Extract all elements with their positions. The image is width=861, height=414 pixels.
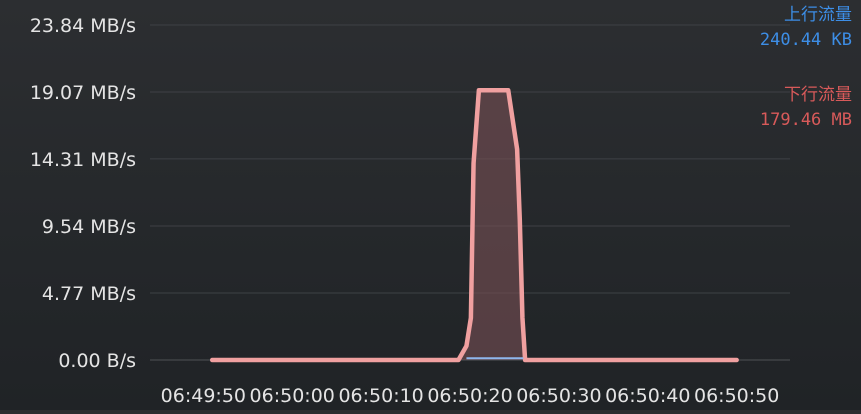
x-tick-label: 06:50:30 bbox=[516, 385, 601, 407]
legend-upload-total: 240.44 KB bbox=[759, 30, 852, 50]
y-tick-label: 4.77 MB/s bbox=[42, 283, 136, 305]
x-tick-label: 06:49:50 bbox=[161, 385, 246, 407]
legend-upload-label: 上行流量 bbox=[784, 5, 852, 25]
legend-download-label: 下行流量 bbox=[784, 85, 852, 105]
x-tick-label: 06:50:20 bbox=[427, 385, 512, 407]
legend-download-total: 179.46 MB bbox=[759, 110, 852, 130]
y-tick-label: 14.31 MB/s bbox=[30, 149, 136, 171]
x-tick-label: 06:50:40 bbox=[605, 385, 690, 407]
x-tick-label: 06:50:50 bbox=[694, 385, 779, 407]
y-tick-label: 9.54 MB/s bbox=[42, 216, 136, 238]
legend-download: 下行流量 179.46 MB bbox=[760, 83, 852, 133]
legend-upload: 上行流量 240.44 KB bbox=[760, 3, 852, 53]
download-series-line bbox=[209, 87, 739, 363]
y-tick-label: 23.84 MB/s bbox=[30, 15, 136, 37]
x-tick-label: 06:50:10 bbox=[338, 385, 423, 407]
x-tick-label: 06:50:00 bbox=[250, 385, 335, 407]
y-tick-label: 0.00 B/s bbox=[58, 350, 136, 372]
y-tick-label: 19.07 MB/s bbox=[30, 82, 136, 104]
